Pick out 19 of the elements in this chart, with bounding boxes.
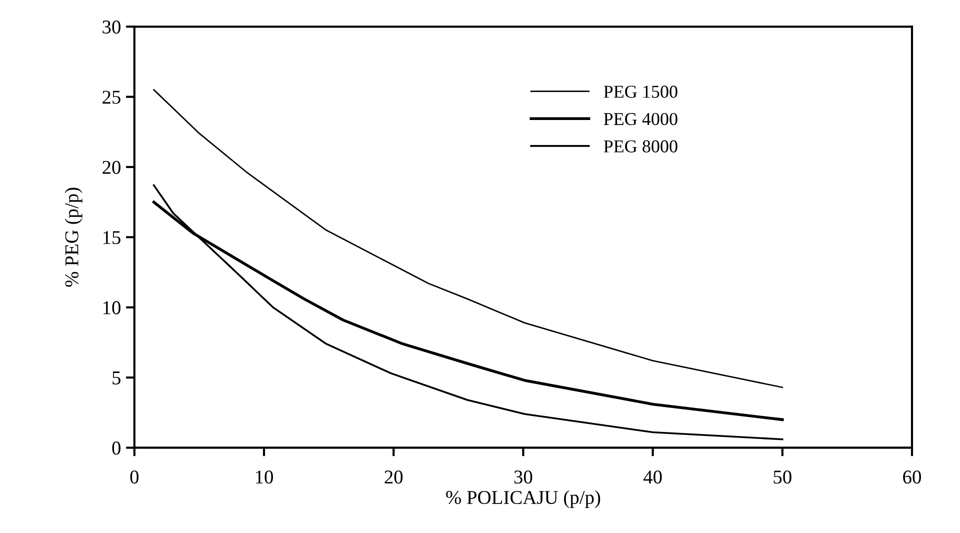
y-tick-label: 10	[103, 301, 120, 314]
x-tick-label: 10	[256, 470, 273, 484]
y-tick-label: 25	[102, 90, 120, 104]
legend-label: PEG 8000	[604, 140, 678, 152]
y-tick-label: 20	[102, 160, 120, 174]
y-axis-title: % PEG (p/p)	[64, 188, 82, 287]
x-tick-label: 50	[774, 470, 792, 484]
x-tick-label: 20	[384, 470, 403, 484]
y-tick-label: 15	[103, 231, 120, 244]
x-axis-title: % POLICAJU (p/p)	[446, 490, 600, 508]
y-tick-label: 30	[102, 20, 120, 34]
x-tick-label: 0	[130, 470, 139, 484]
y-tick-label: 5	[112, 372, 120, 384]
legend-label: PEG 4000	[604, 112, 678, 126]
x-tick-label: 60	[903, 470, 921, 484]
x-tick-label: 40	[643, 470, 662, 484]
legend-label: PEG 1500	[604, 86, 678, 98]
y-tick-label: 0	[112, 442, 120, 455]
x-tick-label: 30	[514, 470, 532, 484]
